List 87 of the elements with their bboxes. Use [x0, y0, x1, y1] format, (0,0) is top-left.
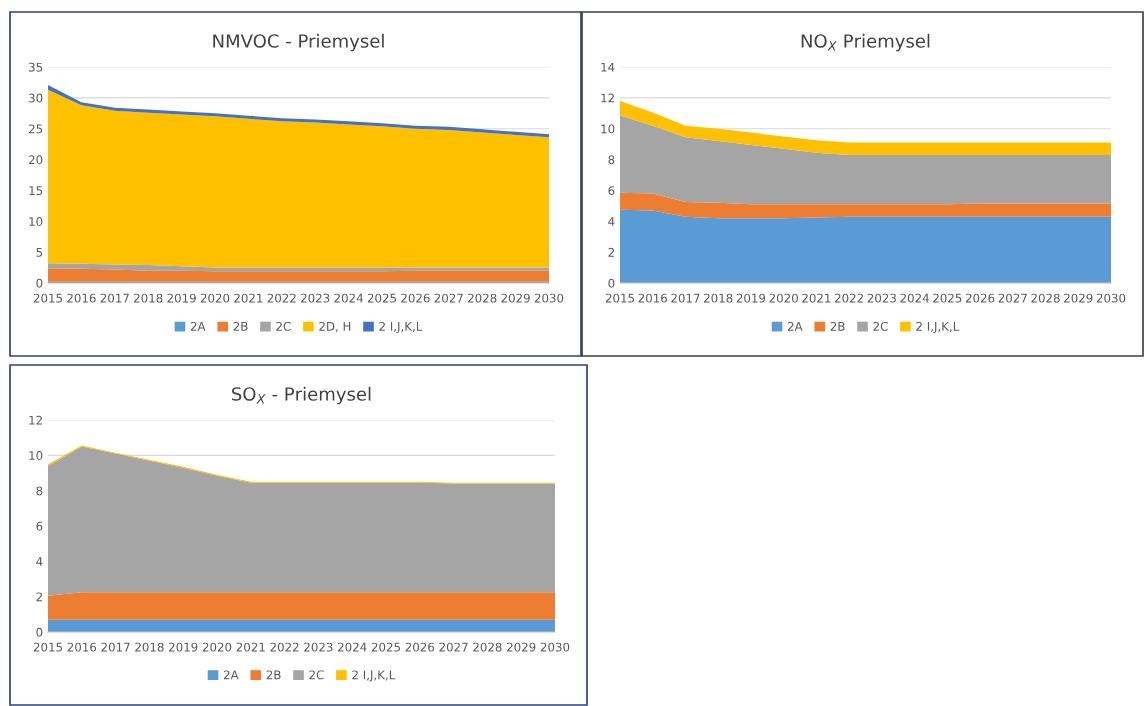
x-tick-label: 2015: [33, 293, 62, 303]
y-tick-label: 12: [601, 93, 614, 103]
x-tick-label: 2020: [769, 293, 798, 303]
chart-title: NMVOC - Priemysel: [213, 33, 384, 52]
x-tick-label: 2017: [100, 293, 129, 303]
x-tick-label: 2017: [671, 293, 700, 303]
y-tick-label: 10: [29, 217, 43, 226]
x-tick-label: 2020: [202, 642, 232, 652]
legend-label: 2 I,J,K,L: [379, 321, 423, 334]
y-tick-label: 20: [28, 155, 43, 165]
x-tick-label: 2026: [401, 293, 430, 303]
x-tick-label: 2022: [834, 293, 863, 303]
legend-label: 2C: [873, 321, 888, 331]
legend-label: 2D, H: [319, 321, 351, 333]
x-tick-label: 2026: [405, 642, 435, 652]
x-tick-label: 2016: [67, 642, 97, 652]
x-tick-label: 2019: [169, 642, 198, 652]
chart-title: SO$_{X}$ - Priemysel: [232, 386, 371, 405]
legend-label: 2B: [830, 321, 845, 331]
x-tick-label: 2027: [434, 293, 463, 303]
x-tick-label: 2022: [270, 642, 299, 652]
y-tick-label: 12: [29, 415, 42, 425]
y-tick-label: 4: [608, 217, 615, 226]
x-tick-label: 2025: [367, 293, 396, 303]
x-tick-label: 2024: [338, 642, 367, 652]
legend-label: 2B: [266, 670, 281, 680]
x-tick-label: 2015: [605, 293, 634, 303]
y-tick-label: 15: [29, 186, 43, 196]
x-tick-label: 2028: [468, 293, 497, 303]
x-tick-label: 2030: [1096, 293, 1126, 303]
y-tick-label: 25: [28, 124, 43, 134]
legend-label: 2B: [233, 321, 248, 331]
x-tick-label: 2023: [301, 293, 330, 303]
x-tick-label: 2023: [867, 293, 896, 303]
y-tick-label: 4: [36, 557, 43, 566]
x-tick-label: 2028: [473, 642, 502, 652]
y-tick-label: 8: [608, 155, 615, 165]
y-tick-label: 6: [36, 521, 43, 531]
y-tick-label: 30: [29, 93, 43, 103]
x-tick-label: 2020: [200, 293, 230, 303]
x-tick-label: 2024: [900, 293, 929, 303]
legend-label: 2A: [223, 670, 239, 680]
x-tick-label: 2025: [933, 293, 962, 303]
x-tick-label: 2022: [267, 293, 296, 303]
y-tick-label: 8: [36, 486, 43, 496]
chart-title: NO$_{X}$ Priemysel: [801, 33, 930, 52]
legend-label: 2 I,J,K,L: [916, 321, 960, 334]
x-tick-label: 2024: [334, 293, 363, 303]
x-tick-label: 2029: [1064, 293, 1093, 303]
x-tick-label: 2016: [638, 293, 668, 303]
x-tick-label: 2018: [134, 293, 163, 303]
x-tick-label: 2030: [534, 293, 564, 303]
x-tick-label: 2028: [1031, 293, 1060, 303]
x-tick-label: 2023: [304, 642, 333, 652]
y-tick-label: 6: [608, 186, 615, 196]
x-tick-label: 2017: [101, 642, 130, 652]
x-tick-label: 2018: [135, 642, 164, 652]
y-tick-label: 5: [36, 248, 43, 257]
x-tick-label: 2030: [540, 642, 570, 652]
y-tick-label: 2: [36, 592, 42, 602]
y-tick-label: 0: [608, 278, 615, 288]
x-tick-label: 2019: [736, 293, 766, 303]
x-tick-label: 2027: [998, 293, 1027, 303]
x-tick-label: 2021: [234, 293, 263, 303]
legend-label: 2A: [787, 321, 803, 331]
x-tick-label: 2029: [507, 642, 536, 652]
x-tick-label: 2029: [501, 293, 530, 303]
x-tick-label: 2025: [371, 642, 400, 652]
x-tick-label: 2018: [704, 293, 733, 303]
y-tick-label: 10: [601, 124, 615, 134]
x-tick-label: 2021: [802, 293, 831, 303]
y-tick-label: 14: [601, 62, 615, 72]
y-tick-label: 0: [36, 278, 43, 288]
x-tick-label: 2026: [965, 293, 995, 303]
x-tick-label: 2027: [439, 642, 468, 652]
y-tick-label: 0: [36, 627, 43, 637]
y-tick-label: 10: [29, 451, 43, 460]
x-tick-label: 2016: [67, 293, 96, 303]
x-tick-label: 2015: [33, 642, 62, 652]
y-tick-label: 2: [608, 247, 614, 257]
x-tick-label: 2019: [167, 293, 196, 303]
legend-label: 2C: [309, 670, 324, 680]
x-tick-label: 2021: [236, 642, 265, 652]
legend-label: 2A: [190, 321, 206, 331]
y-tick-label: 35: [29, 62, 43, 72]
legend-label: 2C: [276, 321, 291, 331]
legend-label: 2 I,J,K,L: [352, 670, 396, 682]
